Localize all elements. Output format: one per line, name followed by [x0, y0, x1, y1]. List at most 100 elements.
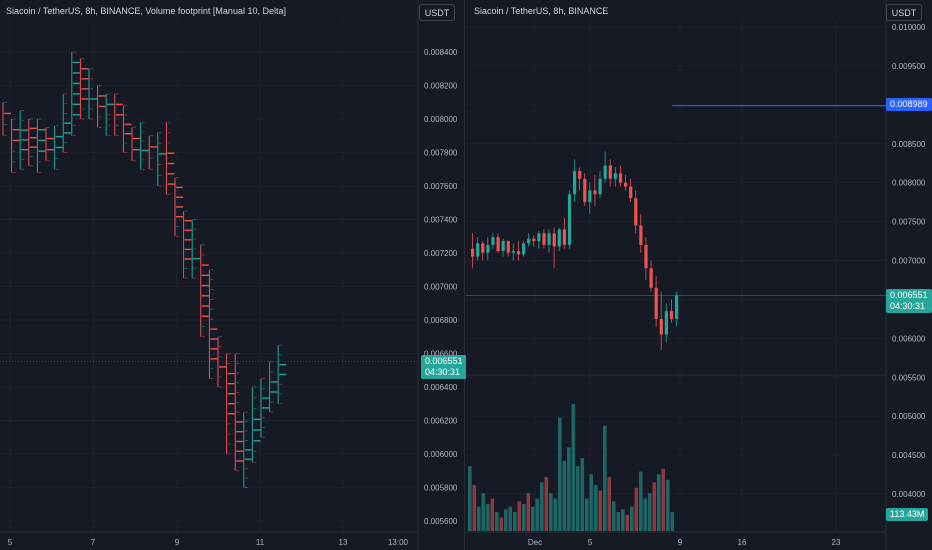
volume-bar [652, 482, 657, 531]
current-price-tag-right: 0.006551 04:30:31 [886, 289, 932, 313]
price-axis-label: 0.006600 [424, 350, 458, 359]
candle-body [537, 233, 541, 242]
candle-body [496, 237, 500, 252]
volume-bar [666, 479, 670, 531]
volume-bar [531, 506, 535, 531]
volume-bar [472, 485, 477, 531]
volume-bar [594, 485, 598, 531]
candle-body [578, 170, 582, 179]
candle-body [501, 241, 505, 252]
price-axis-label: 0.006000 [892, 334, 926, 343]
volume-bar [562, 460, 567, 531]
candle-body [649, 268, 653, 288]
candle-body [532, 238, 536, 242]
volume-bar [630, 506, 634, 531]
price-axis-label: 0.005600 [424, 517, 458, 526]
time-axis-label: 16 [738, 538, 747, 547]
time-axis-label: 13 [339, 538, 348, 547]
price-axis-label: 0.007000 [892, 257, 926, 266]
current-price-tag-left: 0.006551 04:30:31 [421, 355, 467, 379]
candle-body [664, 311, 668, 335]
chart-title-right: Siacoin / TetherUS, 8h, BINANCE [474, 6, 609, 16]
volume-bar [634, 487, 639, 531]
volume-bar [553, 498, 558, 531]
candle-body [567, 194, 572, 245]
price-axis-label: 0.008500 [892, 140, 926, 149]
price-axis-label: 0.006200 [424, 417, 458, 426]
currency-button-right[interactable]: USDT [886, 4, 922, 21]
candle-body [471, 248, 475, 257]
volume-bar [526, 493, 531, 531]
candle-body [613, 173, 617, 179]
volume-bar [490, 498, 495, 531]
volume-bar [549, 493, 553, 531]
price-axis-label: 0.005500 [892, 373, 926, 382]
candle-body [634, 198, 638, 226]
candle-body [593, 190, 597, 195]
candle-body [608, 165, 612, 179]
countdown-left: 04:30:31 [425, 367, 461, 377]
price-axis-label: 0.007500 [892, 218, 926, 227]
price-axis-label: 0.008200 [424, 82, 458, 91]
candle-body [562, 229, 566, 245]
currency-button-left[interactable]: USDT [419, 4, 455, 21]
price-axis-label: 0.006400 [424, 383, 458, 392]
candle-body [598, 178, 602, 195]
candle-body [542, 233, 546, 245]
time-axis-label: 9 [175, 538, 180, 547]
price-axis-label: 0.008000 [892, 179, 926, 188]
candle-body [603, 165, 607, 179]
price-axis-label: 0.007400 [424, 216, 458, 225]
chart-title-left: Siacoin / TetherUS, 8h, BINANCE, Volume … [6, 6, 286, 16]
chart-pane-left[interactable]: 0.008400 0.008200 0.008000 0.007800 0.007600… [0, 0, 467, 550]
alert-price-tag[interactable]: 0.008989 [886, 98, 932, 111]
candle-body [547, 233, 551, 245]
time-axis-label: 11 [256, 538, 265, 547]
candle-body [486, 244, 490, 253]
volume-bar [621, 509, 625, 531]
volume-bar [661, 468, 666, 531]
price-axis-label: 0.006800 [424, 316, 458, 325]
time-axis-label: Dec [528, 538, 542, 547]
current-price-left: 0.006551 [425, 356, 463, 366]
volume-bar [639, 471, 643, 531]
volume-bar [589, 474, 594, 531]
volume-bar [616, 512, 621, 531]
price-axis-label: 0.005000 [892, 412, 926, 421]
candle-body [583, 178, 587, 203]
volume-bar [576, 466, 580, 531]
price-axis-label: 0.007600 [424, 182, 458, 191]
volume-bar [558, 417, 562, 531]
price-axis-label: 0.006000 [424, 450, 458, 459]
volume-bar [567, 447, 571, 531]
volume-bar [625, 514, 630, 531]
volume-bar [544, 477, 549, 531]
candle-body [506, 241, 510, 253]
price-axis-label: 0.004000 [892, 490, 926, 499]
volume-bar [540, 482, 544, 531]
candle-body [527, 238, 531, 244]
footprint-chart[interactable]: 0.008400 0.008200 0.008000 0.007800 0.007600… [0, 0, 464, 550]
candle-body [639, 225, 643, 245]
candle-body [573, 170, 577, 195]
price-axis-label: 0.009500 [892, 62, 926, 71]
volume-bar [481, 493, 486, 531]
time-axis-label: 23 [832, 538, 841, 547]
volume-bar [522, 504, 526, 531]
chart-pane-right[interactable]: 0.0100000.0095000.0090000.0085000.008000… [466, 0, 932, 550]
candle-body [618, 173, 623, 183]
candle-body [659, 318, 663, 335]
volume-bar [585, 498, 589, 531]
countdown-right: 04:30:31 [890, 301, 926, 311]
candle-body [552, 233, 556, 247]
volume-bar [598, 490, 603, 531]
candle-body [675, 295, 679, 319]
price-axis-label: 0.007800 [424, 149, 458, 158]
volume-tag: 113.43M [886, 508, 929, 521]
candle-body [669, 311, 674, 319]
volume-bar [580, 458, 585, 531]
volume-bar [670, 512, 675, 531]
volume-bar [504, 509, 508, 531]
candlestick-chart[interactable]: 0.0100000.0095000.0090000.0085000.008000… [466, 0, 932, 550]
candle-body [516, 251, 521, 255]
